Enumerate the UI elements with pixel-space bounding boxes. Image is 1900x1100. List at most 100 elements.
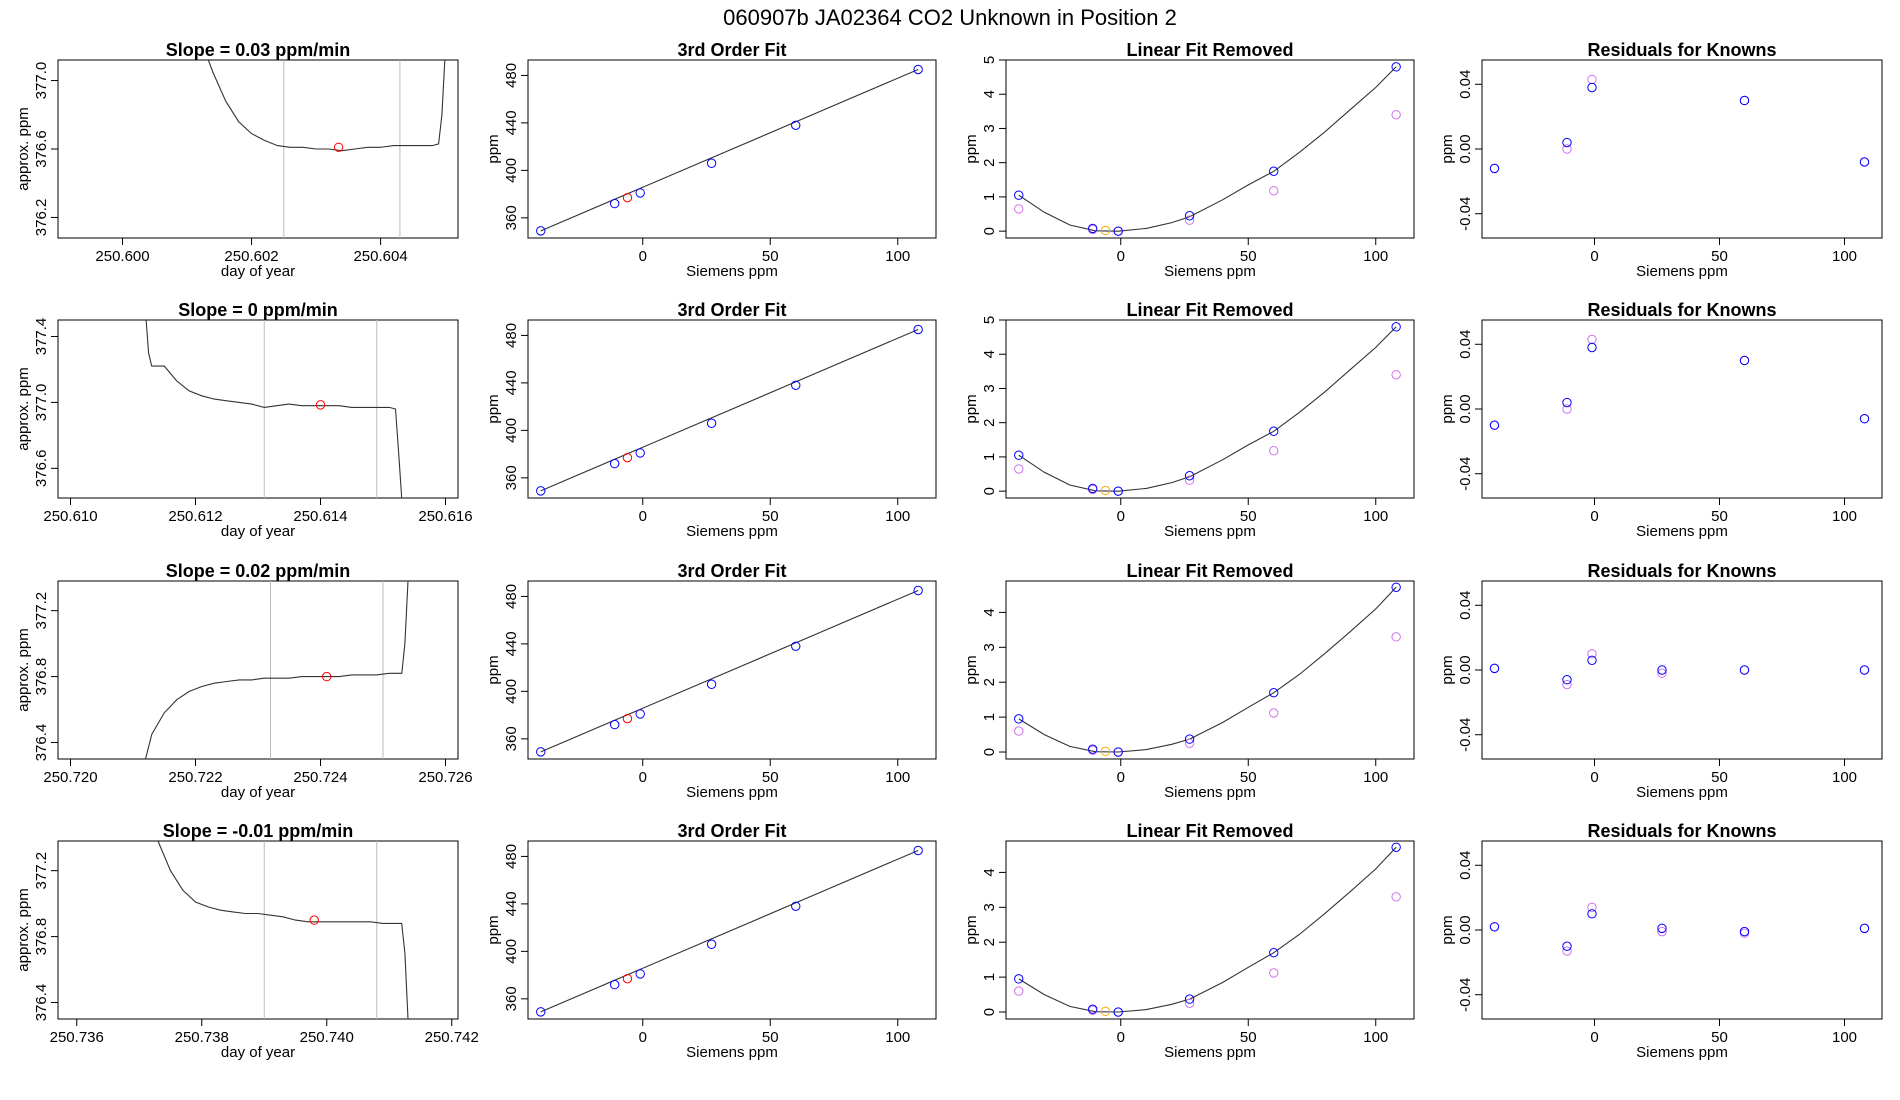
x-tick-label: 250.600 <box>95 248 149 265</box>
x-tick-label: 100 <box>1832 508 1857 525</box>
known-point <box>913 585 923 596</box>
y-tick-label: 376.6 <box>33 450 50 488</box>
known-point <box>1088 223 1098 234</box>
panel-lin1: Linear Fit Removed 0 50 100 0 1 2 3 4 5 Siemens pp… <box>963 40 1415 280</box>
x-axis-label: day of year <box>221 263 295 280</box>
known-point <box>1587 82 1597 93</box>
y-tick-label: 3 <box>981 903 998 911</box>
x-tick-label: 50 <box>762 769 779 786</box>
unknown-point <box>1100 1006 1111 1017</box>
plot-data <box>1489 902 1870 956</box>
x-axis-label: Siemens ppm <box>686 523 778 540</box>
plot-data <box>145 320 403 498</box>
x-axis-label: Siemens ppm <box>686 784 778 801</box>
fit-line <box>540 849 919 1013</box>
x-tick-label: 50 <box>762 248 779 265</box>
panel-title: 3rd Order Fit <box>677 821 786 841</box>
y-tick-label: 360 <box>503 986 520 1011</box>
y-tick-label: 4 <box>981 868 998 876</box>
mean-marker <box>322 671 332 682</box>
known-point <box>1859 923 1870 934</box>
alt-point <box>1184 215 1195 225</box>
known-point <box>1113 226 1123 236</box>
panel-title: Linear Fit Removed <box>1126 300 1293 320</box>
known-point <box>1184 211 1195 221</box>
alt-point <box>1014 204 1024 214</box>
y-tick-label: 360 <box>503 465 520 490</box>
y-tick-label: -0.04 <box>1457 457 1474 491</box>
known-point <box>1088 744 1098 754</box>
alt-point <box>1184 998 1195 1008</box>
x-tick-label: 0 <box>639 248 647 265</box>
known-point <box>913 64 923 75</box>
plot-data <box>1014 322 1401 496</box>
known-point <box>1562 397 1572 408</box>
y-tick-label: 4 <box>981 608 998 616</box>
x-tick-label: 100 <box>885 1029 910 1046</box>
panel-title: Linear Fit Removed <box>1126 821 1293 841</box>
y-tick-label: -0.04 <box>1457 978 1474 1012</box>
panel-title: Residuals for Knowns <box>1587 300 1776 320</box>
x-axis-label: day of year <box>221 1044 295 1061</box>
known-point <box>1739 926 1750 937</box>
known-point <box>1859 665 1870 675</box>
y-axis-label: ppm <box>963 134 980 163</box>
alt-point <box>1184 475 1195 485</box>
plot-data <box>536 845 923 1017</box>
y-tick-label: 5 <box>981 56 998 64</box>
mean-marker <box>315 400 326 410</box>
plot-data <box>1014 842 1401 1017</box>
panel-title: 3rd Order Fit <box>677 40 786 60</box>
known-point <box>706 679 717 689</box>
alt-point <box>1269 968 1279 978</box>
panel-lin3: Linear Fit Removed 0 50 100 0 1 2 3 4 Siemens ppm… <box>963 561 1415 801</box>
y-tick-label: 0.04 <box>1457 591 1474 620</box>
y-tick-label: 0.00 <box>1457 134 1474 163</box>
y-axis-label: ppm <box>1439 915 1456 944</box>
y-axis-label: ppm <box>485 394 502 423</box>
known-point <box>1657 665 1667 675</box>
plot-data <box>144 581 409 759</box>
known-point <box>1184 471 1195 481</box>
x-tick-label: 0 <box>1117 508 1125 525</box>
y-tick-label: 0.04 <box>1457 70 1474 99</box>
alt-point <box>1657 926 1667 937</box>
plot-frame <box>1481 840 1883 1020</box>
x-axis-label: Siemens ppm <box>1636 784 1728 801</box>
y-tick-label: 440 <box>503 370 520 395</box>
panel-title: 3rd Order Fit <box>677 300 786 320</box>
alt-point <box>1184 738 1195 748</box>
x-axis-label: Siemens ppm <box>1636 1044 1728 1061</box>
known-point <box>913 324 923 335</box>
known-point <box>1657 923 1667 934</box>
unknown-point <box>1100 485 1111 496</box>
known-point <box>1113 486 1123 496</box>
fit-line <box>540 589 919 753</box>
plot-frame <box>527 319 937 499</box>
panel-title: Residuals for Knowns <box>1587 561 1776 581</box>
panel-fit3: 3rd Order Fit 0 50 100 360 400 440 480 Siemens p… <box>485 561 937 801</box>
panel-title: Slope = -0.01 ppm/min <box>163 821 354 841</box>
plot-data <box>536 64 923 236</box>
known-point <box>706 939 717 949</box>
y-tick-label: -0.04 <box>1457 197 1474 231</box>
panel-fit4: 3rd Order Fit 0 50 100 360 400 440 480 Siemens p… <box>485 821 937 1061</box>
known-point <box>706 158 717 168</box>
fit-line <box>540 328 919 492</box>
y-axis-label: ppm <box>1439 394 1456 423</box>
x-axis-label: day of year <box>221 523 295 540</box>
signal-line <box>144 581 409 759</box>
known-point <box>1739 665 1750 675</box>
known-point <box>1088 483 1098 494</box>
y-tick-label: 0 <box>981 1008 998 1016</box>
y-axis-label: approx. ppm <box>15 628 32 711</box>
y-tick-label: 0.04 <box>1457 851 1474 880</box>
known-point <box>1269 947 1279 958</box>
y-tick-label: 2 <box>981 938 998 946</box>
x-axis-label: Siemens ppm <box>1164 263 1256 280</box>
x-tick-label: 250.612 <box>168 508 222 525</box>
x-tick-label: 0 <box>1590 1029 1598 1046</box>
y-tick-label: 1 <box>981 193 998 201</box>
x-tick-label: 50 <box>1711 769 1728 786</box>
